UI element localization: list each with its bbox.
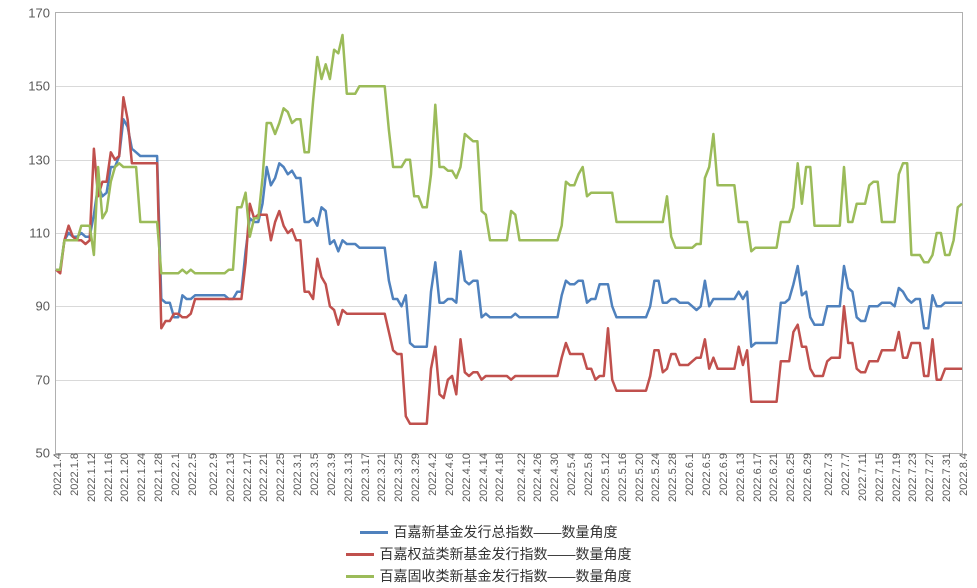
- x-tick-label: 2022.5.28: [663, 453, 679, 502]
- x-tick-label: 2022.7.15: [870, 453, 886, 502]
- x-tick-label: 2022.7.11: [853, 453, 869, 501]
- x-tick-label: 2022.3.25: [389, 453, 405, 502]
- legend-label: 百嘉权益类新基金发行指数——数量角度: [380, 546, 632, 562]
- x-tick-label: 2022.1.20: [115, 453, 131, 502]
- x-tick-label: 2022.1.28: [149, 453, 165, 502]
- x-tick-label: 2022.7.19: [887, 453, 903, 502]
- series-line-1: [56, 97, 962, 423]
- x-tick-label: 2022.2.25: [271, 453, 287, 502]
- gridline-h: [56, 86, 962, 87]
- legend: 百嘉新基金发行总指数——数量角度百嘉权益类新基金发行指数——数量角度百嘉固收类新…: [0, 520, 977, 588]
- legend-label: 百嘉新基金发行总指数——数量角度: [394, 524, 618, 540]
- x-tick-label: 2022.6.9: [714, 453, 730, 496]
- x-tick-label: 2022.3.29: [406, 453, 422, 502]
- legend-item-2: 百嘉固收类新基金发行指数——数量角度: [0, 566, 977, 586]
- x-tick-label: 2022.1.8: [65, 453, 81, 496]
- y-tick-label: 170: [28, 6, 56, 21]
- x-tick-label: 2022.6.21: [764, 453, 780, 502]
- x-tick-label: 2022.1.12: [82, 453, 98, 502]
- x-tick-label: 2022.5.24: [646, 453, 662, 502]
- x-tick-label: 2022.8.4: [954, 453, 970, 496]
- y-tick-label: 90: [36, 299, 56, 314]
- x-tick-label: 2022.3.9: [322, 453, 338, 496]
- x-tick-label: 2022.6.5: [697, 453, 713, 496]
- x-tick-label: 2022.5.4: [562, 453, 578, 496]
- x-tick-label: 2022.4.18: [490, 453, 506, 502]
- x-tick-label: 2022.6.29: [798, 453, 814, 502]
- x-tick-label: 2022.5.8: [579, 453, 595, 496]
- chart-container: 5070901101301501702022.1.42022.1.82022.1…: [0, 0, 977, 587]
- x-tick-label: 2022.4.22: [512, 453, 528, 502]
- gridline-h: [56, 306, 962, 307]
- x-tick-label: 2022.5.20: [630, 453, 646, 502]
- y-tick-label: 70: [36, 372, 56, 387]
- legend-item-0: 百嘉新基金发行总指数——数量角度: [0, 522, 977, 542]
- x-tick-label: 2022.6.13: [731, 453, 747, 502]
- x-tick-label: 2022.2.1: [166, 453, 182, 496]
- y-tick-label: 150: [28, 79, 56, 94]
- x-tick-label: 2022.2.21: [254, 453, 270, 502]
- x-tick-label: 2022.3.17: [356, 453, 372, 502]
- x-tick-label: 2022.3.21: [372, 453, 388, 502]
- legend-swatch: [346, 553, 374, 556]
- legend-item-1: 百嘉权益类新基金发行指数——数量角度: [0, 544, 977, 564]
- gridline-h: [56, 160, 962, 161]
- x-tick-label: 2022.7.23: [903, 453, 919, 502]
- x-tick-label: 2022.6.17: [748, 453, 764, 502]
- legend-label: 百嘉固收类新基金发行指数——数量角度: [380, 568, 632, 584]
- x-tick-label: 2022.2.9: [204, 453, 220, 496]
- x-tick-label: 2022.2.5: [183, 453, 199, 496]
- x-tick-label: 2022.6.25: [781, 453, 797, 502]
- x-tick-label: 2022.2.17: [238, 453, 254, 502]
- x-tick-label: 2022.5.16: [613, 453, 629, 502]
- x-tick-label: 2022.4.10: [457, 453, 473, 502]
- x-tick-label: 2022.1.16: [99, 453, 115, 502]
- plot-area: 5070901101301501702022.1.42022.1.82022.1…: [55, 12, 963, 454]
- legend-swatch: [346, 575, 374, 578]
- x-tick-label: 2022.5.12: [596, 453, 612, 502]
- x-tick-label: 2022.4.2: [423, 453, 439, 496]
- x-tick-label: 2022.7.3: [819, 453, 835, 496]
- x-tick-label: 2022.1.24: [132, 453, 148, 502]
- x-tick-label: 2022.4.26: [528, 453, 544, 502]
- x-tick-label: 2022.3.13: [339, 453, 355, 502]
- x-tick-label: 2022.1.4: [48, 453, 64, 496]
- x-tick-label: 2022.3.5: [305, 453, 321, 496]
- x-tick-label: 2022.4.14: [474, 453, 490, 502]
- x-tick-label: 2022.7.7: [836, 453, 852, 496]
- x-tick-label: 2022.7.27: [920, 453, 936, 502]
- legend-swatch: [360, 531, 388, 534]
- y-tick-label: 110: [29, 226, 56, 241]
- gridline-h: [56, 233, 962, 234]
- x-tick-label: 2022.2.13: [221, 453, 237, 502]
- x-tick-label: 2022.7.31: [937, 453, 953, 502]
- x-tick-label: 2022.3.1: [288, 453, 304, 496]
- gridline-h: [56, 380, 962, 381]
- y-tick-label: 130: [28, 152, 56, 167]
- x-tick-label: 2022.4.6: [440, 453, 456, 496]
- x-tick-label: 2022.4.30: [545, 453, 561, 502]
- series-line-2: [56, 35, 962, 273]
- x-tick-label: 2022.6.1: [680, 453, 696, 496]
